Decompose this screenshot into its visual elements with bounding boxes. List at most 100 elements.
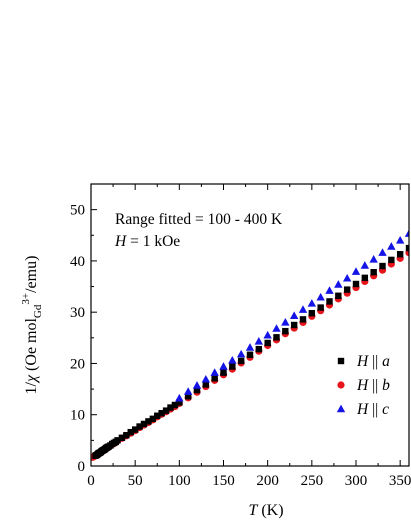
data-point-a xyxy=(352,280,360,288)
data-point-a xyxy=(176,399,183,406)
data-point-a xyxy=(202,381,210,388)
y-axis-title-suffix: /emu) xyxy=(23,256,40,293)
data-point-c xyxy=(272,324,281,332)
data-point-a xyxy=(211,375,218,382)
data-point-a xyxy=(255,345,263,353)
data-point-a xyxy=(335,292,342,299)
legend-item-c: H || c xyxy=(336,401,389,418)
data-point-c xyxy=(201,374,211,383)
x-tick-label: 150 xyxy=(212,473,235,489)
y-axis-title: 1/χ (Oe molGd3+/emu) xyxy=(20,256,44,395)
data-point-a xyxy=(193,386,201,394)
plot-frame xyxy=(90,183,410,467)
data-point-a xyxy=(264,339,271,347)
data-point-a xyxy=(343,286,351,293)
data-point-a xyxy=(282,327,289,335)
data-point-a xyxy=(149,415,157,423)
data-point-a xyxy=(405,244,409,252)
legend-label-sep: || xyxy=(368,353,382,370)
data-point-a xyxy=(290,321,298,329)
legend: H || aH || bH || c xyxy=(336,353,390,418)
series-a xyxy=(92,244,409,459)
x-tick-label: 50 xyxy=(128,473,143,489)
y-tick-label: 10 xyxy=(70,408,85,424)
y-tick-label: 50 xyxy=(70,203,85,219)
y-tick-label: 30 xyxy=(70,305,85,321)
x-axis-title-unit: (K) xyxy=(257,502,283,519)
data-point-c xyxy=(404,229,409,237)
data-point-a xyxy=(326,298,333,305)
legend-label-var: H xyxy=(356,377,369,394)
y-tick-label: 40 xyxy=(70,254,85,270)
data-point-a xyxy=(114,437,121,444)
legend-label-a: H || a xyxy=(356,353,390,370)
data-point-c xyxy=(298,305,308,313)
data-point-c xyxy=(395,236,405,244)
legend-item-a: H || a xyxy=(337,353,390,370)
y-tick-label: 0 xyxy=(78,459,86,475)
data-point-c xyxy=(228,355,237,364)
data-point-a xyxy=(131,426,139,433)
legend-marker-b xyxy=(337,381,345,389)
series-c xyxy=(175,229,409,402)
data-point-c xyxy=(387,242,396,250)
legend-label-sep: || xyxy=(368,401,382,418)
data-point-a xyxy=(158,409,165,417)
data-point-c xyxy=(342,273,352,282)
data-point-c xyxy=(183,387,193,395)
data-point-a xyxy=(299,316,307,323)
data-point-a xyxy=(123,432,130,439)
y-axis-title-var: χ xyxy=(23,374,40,384)
data-point-c xyxy=(254,337,264,345)
x-axis-title: T (K) xyxy=(248,502,283,519)
x-tick-label: 200 xyxy=(256,473,279,489)
x-axis-title-var: T xyxy=(248,502,258,519)
annotation-field-value: = 1 kOe xyxy=(126,233,180,250)
data-point-c xyxy=(175,393,184,402)
x-tick-label: 300 xyxy=(345,473,368,489)
data-point-a xyxy=(154,412,161,419)
data-point-a xyxy=(237,357,245,365)
data-point-a xyxy=(136,423,143,430)
y-axis-title-sub: Gd xyxy=(32,304,44,318)
data-point-c xyxy=(334,280,343,288)
data-point-c xyxy=(219,362,228,370)
x-tick-label: 350 xyxy=(389,473,411,489)
data-point-c xyxy=(351,267,361,275)
x-tick-label: 0 xyxy=(87,473,95,489)
legend-label-var: H xyxy=(356,401,369,418)
data-point-c xyxy=(369,254,378,263)
ticks-layer: 0 50 100 150 200 250 300 350 0 10 20 30 40 50 xyxy=(70,184,411,489)
data-point-a xyxy=(370,268,377,276)
legend-item-b: H || b xyxy=(337,377,390,394)
data-point-a xyxy=(273,334,280,341)
data-layer xyxy=(91,229,409,461)
data-point-a xyxy=(145,418,152,425)
annotation-fit-range: Range fitted = 100 - 400 K xyxy=(115,211,283,228)
data-point-a xyxy=(229,363,236,370)
legend-marker-c xyxy=(336,404,346,413)
y-axis-title-prefix: 1/ xyxy=(23,381,40,394)
data-point-c xyxy=(307,299,317,307)
data-point-a xyxy=(246,351,254,358)
data-point-a xyxy=(379,262,386,270)
data-point-c xyxy=(263,330,272,339)
legend-label-axis: b xyxy=(382,377,390,394)
x-tick-label: 250 xyxy=(301,473,324,489)
data-point-a xyxy=(140,420,148,428)
data-point-a xyxy=(361,274,369,282)
legend-label-axis: a xyxy=(382,353,390,370)
annotation-field: H = 1 kOe xyxy=(114,233,180,250)
legend-label-c: H || c xyxy=(356,401,389,418)
data-point-a xyxy=(388,256,395,264)
legend-marker-a xyxy=(337,357,345,365)
data-point-a xyxy=(127,428,134,436)
data-point-a xyxy=(396,251,404,258)
data-point-a xyxy=(162,407,170,414)
data-point-a xyxy=(317,304,324,311)
data-point-a xyxy=(118,434,126,441)
data-point-c xyxy=(289,311,299,319)
annotation-field-var: H xyxy=(114,233,127,250)
legend-label-sep: || xyxy=(368,377,382,394)
